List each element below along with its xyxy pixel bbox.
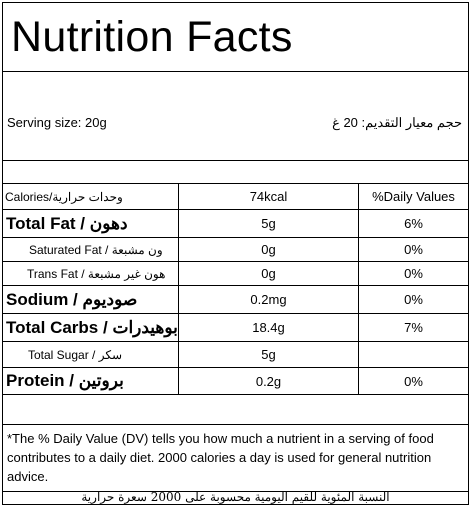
serving-size-row: Serving size: 20g حجم معيار التقديم: 20 … (3, 71, 468, 161)
table-row: Saturated Fat / ون مشبعة 0g 0% (3, 237, 468, 261)
nutrient-label: Saturated Fat / ون مشبعة (3, 238, 179, 261)
table-header-row: Calories/وحدات حرارية 74kcal %Daily Valu… (3, 183, 468, 209)
serving-size-en: Serving size: 20g (7, 115, 107, 130)
table-row: Sodium / صوديوم 0.2mg 0% (3, 285, 468, 313)
table-row: Trans Fat / هون غير مشبعة 0g 0% (3, 261, 468, 285)
table-row: Total Fat / دهون 5g 6% (3, 209, 468, 237)
serving-size-ar: حجم معيار التقديم: 20 غ (332, 115, 462, 130)
nutrient-amount: 18.4g (179, 314, 359, 341)
nutrient-dv: 0% (404, 242, 423, 257)
label-title: Nutrition Facts (11, 13, 293, 61)
nutrient-dv: 6% (404, 216, 423, 231)
footnote-ar: النسبة المئوية للقيم اليومية محسوبة على … (81, 490, 390, 504)
nutrient-label: Protein / بروتين (3, 368, 179, 394)
nutrient-amount: 0.2mg (179, 286, 359, 313)
daily-values-header: %Daily Values (372, 189, 455, 204)
nutrient-amount: 5g (179, 342, 359, 367)
nutrient-dv: 0% (404, 292, 423, 307)
table-row: Total Sugar / سكر 5g (3, 341, 468, 367)
nutrient-dv: 0% (404, 266, 423, 281)
nutrient-dv: 7% (404, 320, 423, 335)
nutrient-amount: 5g (179, 210, 359, 237)
nutrient-amount: 0.2g (179, 368, 359, 394)
nutrient-label: Total Fat / دهون (3, 210, 179, 237)
nutrient-label: Total Carbs / بوهيدرات (3, 314, 179, 341)
calories-value: 74kcal (179, 184, 359, 209)
nutrient-label: Total Sugar / سكر (3, 342, 179, 367)
nutrition-label: Nutrition Facts Serving size: 20g حجم مع… (2, 2, 469, 505)
calories-label: Calories/وحدات حرارية (3, 184, 179, 209)
footnote-en: *The % Daily Value (DV) tells you how mu… (3, 424, 468, 492)
nutrient-label: Trans Fat / هون غير مشبعة (3, 262, 179, 285)
nutrient-dv (359, 342, 468, 367)
nutrient-dv: 0% (404, 373, 423, 389)
nutrient-label: Sodium / صوديوم (3, 286, 179, 313)
nutrient-amount: 0g (179, 262, 359, 285)
table-row: Total Carbs / بوهيدرات 18.4g 7% (3, 313, 468, 341)
nutrient-amount: 0g (179, 238, 359, 261)
table-row: Protein / بروتين 0.2g 0% (3, 367, 468, 395)
